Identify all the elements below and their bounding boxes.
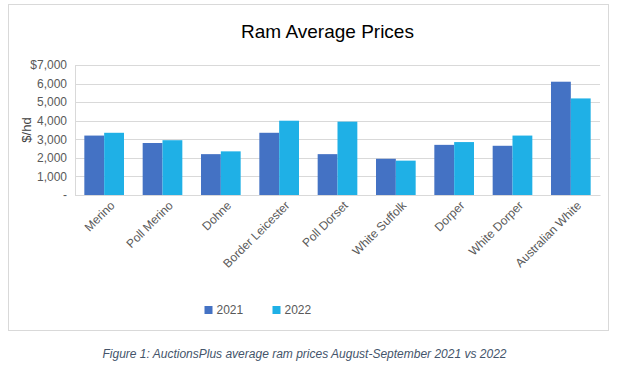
x-tick: Poll Dorset — [299, 195, 351, 250]
y-axis-line — [75, 66, 76, 196]
y-tick-label: 5,000 — [37, 95, 67, 109]
y-axis: - 1,000 2,000 3,000 4,000 5,000 6,000 $7,000 — [30, 58, 75, 202]
x-tick-label: White Suffolk — [349, 198, 409, 258]
bar — [434, 145, 454, 195]
y-tick: $7,000 — [30, 58, 75, 72]
x-tick: Merino — [82, 195, 118, 234]
y-tick-label: - — [63, 188, 67, 202]
legend: 2021 2022 — [205, 303, 312, 317]
y-tick: 2,000 — [37, 151, 75, 165]
bar-series — [84, 82, 570, 195]
legend-label: 2022 — [285, 303, 312, 317]
y-tick-label: 4,000 — [37, 114, 67, 128]
x-tick-label: Dohne — [199, 198, 234, 233]
chart-title: Ram Average Prices — [241, 21, 414, 42]
legend-item: 2022 — [273, 303, 312, 317]
x-tick-label: Dorper — [432, 198, 468, 234]
x-tick: White Dorper — [466, 195, 526, 258]
bar — [571, 98, 591, 195]
chart: Ram Average Prices $/hd - 1,000 2,000 3,000 4,… — [0, 0, 617, 373]
bar-series — [104, 98, 590, 195]
bars — [84, 82, 590, 195]
x-tick-label: White Dorper — [466, 198, 526, 258]
grid-line — [75, 84, 600, 85]
legend-label: 2021 — [217, 303, 244, 317]
x-axis: MerinoPoll Merino DohneBorder LeicesterPo… — [76, 195, 601, 271]
chart-frame — [9, 5, 609, 331]
y-tick: 1,000 — [37, 170, 75, 184]
y-tick: 6,000 — [37, 77, 75, 91]
bar — [318, 154, 338, 195]
grid — [75, 66, 600, 196]
y-tick: - — [63, 188, 75, 202]
bar — [376, 159, 396, 195]
x-tick: Border Leicester — [220, 195, 292, 271]
bar — [338, 122, 358, 195]
y-tick-label: 1,000 — [37, 170, 67, 184]
x-tick-label: Australian White — [512, 198, 584, 270]
y-tick: 5,000 — [37, 95, 75, 109]
grid-line — [75, 102, 600, 103]
grid-line — [75, 65, 600, 66]
bar — [104, 133, 124, 195]
y-tick-label: 2,000 — [37, 151, 67, 165]
bar — [259, 133, 279, 195]
x-tick-label: Merino — [82, 198, 118, 234]
bar — [84, 136, 104, 195]
legend-item: 2021 — [205, 303, 244, 317]
y-tick-label: 3,000 — [37, 133, 67, 147]
y-tick: 3,000 — [37, 133, 75, 147]
bar — [279, 121, 299, 195]
bar — [396, 161, 416, 195]
grid-line — [75, 195, 600, 196]
bar — [201, 154, 221, 195]
legend-swatch — [273, 306, 281, 314]
x-tick: White Suffolk — [349, 195, 409, 258]
caption: Figure 1: AuctionsPlus average ram price… — [103, 347, 507, 361]
bar — [221, 151, 241, 195]
x-tick-label: Border Leicester — [220, 198, 292, 270]
x-tick: Dorper — [432, 195, 468, 234]
y-axis-title: $/hd — [19, 117, 34, 142]
legend-swatch — [205, 306, 213, 314]
y-tick-label: 6,000 — [37, 77, 67, 91]
bar — [551, 82, 571, 195]
y-tick: 4,000 — [37, 114, 75, 128]
bar — [163, 140, 183, 195]
bar — [454, 142, 474, 195]
x-tick: Dohne — [199, 195, 234, 233]
x-tick: Australian White — [512, 195, 584, 270]
bar — [493, 146, 513, 195]
y-tick-label: $7,000 — [30, 58, 67, 72]
bar — [513, 136, 533, 195]
x-tick: Poll Merino — [123, 195, 176, 251]
x-axis-line — [76, 195, 601, 196]
x-tick-label: Poll Merino — [123, 198, 176, 251]
bar — [143, 143, 163, 195]
x-tick-label: Poll Dorset — [299, 198, 351, 250]
